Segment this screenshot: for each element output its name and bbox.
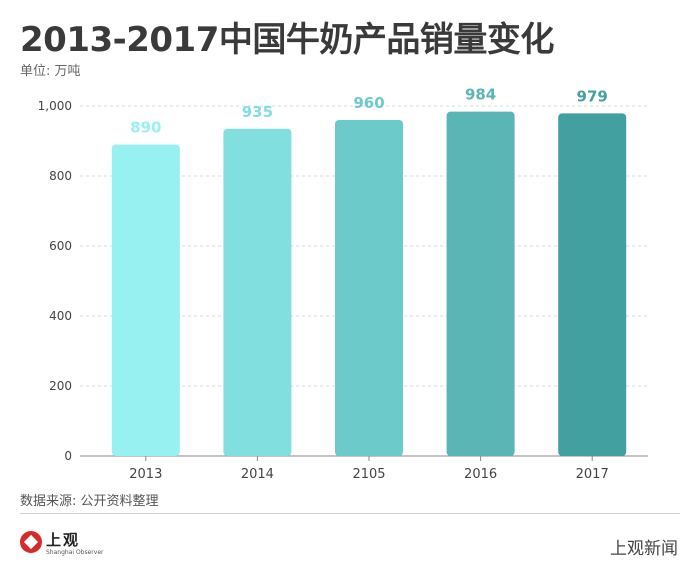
bar xyxy=(558,113,627,456)
bar xyxy=(111,144,180,456)
logo-mark-icon xyxy=(20,531,42,553)
data-label: 979 xyxy=(577,87,608,105)
x-tick-label: 2105 xyxy=(352,467,385,482)
unit-label: 单位: 万吨 xyxy=(20,64,81,79)
y-tick-label: 400 xyxy=(49,309,72,323)
logo-english-name: Shanghai Observer xyxy=(46,549,104,556)
source-note: 数据来源: 公开资料整理 xyxy=(20,494,159,509)
y-tick-label: 1,000 xyxy=(38,99,72,113)
y-tick-label: 0 xyxy=(64,449,72,463)
data-label: 960 xyxy=(353,94,384,112)
y-tick-label: 200 xyxy=(49,379,72,393)
logo: 上观 Shanghai Observer xyxy=(20,528,103,560)
bar xyxy=(335,120,403,456)
bar xyxy=(223,128,292,456)
brand-name: 上观新闻 xyxy=(610,539,678,559)
y-tick-label: 600 xyxy=(49,239,72,253)
chart-title: 2013-2017中国牛奶产品销量变化 xyxy=(20,20,554,60)
logo-name: 上观 xyxy=(46,531,81,549)
bar xyxy=(446,111,515,456)
y-tick-label: 800 xyxy=(49,169,72,183)
footer-divider xyxy=(20,513,680,514)
data-label: 935 xyxy=(242,103,273,121)
x-tick-label: 2016 xyxy=(464,467,497,482)
x-tick-label: 2014 xyxy=(241,467,274,482)
x-tick-label: 2017 xyxy=(576,467,609,482)
data-label: 890 xyxy=(130,119,161,137)
x-tick-label: 2013 xyxy=(129,467,162,482)
data-label: 984 xyxy=(465,86,496,104)
